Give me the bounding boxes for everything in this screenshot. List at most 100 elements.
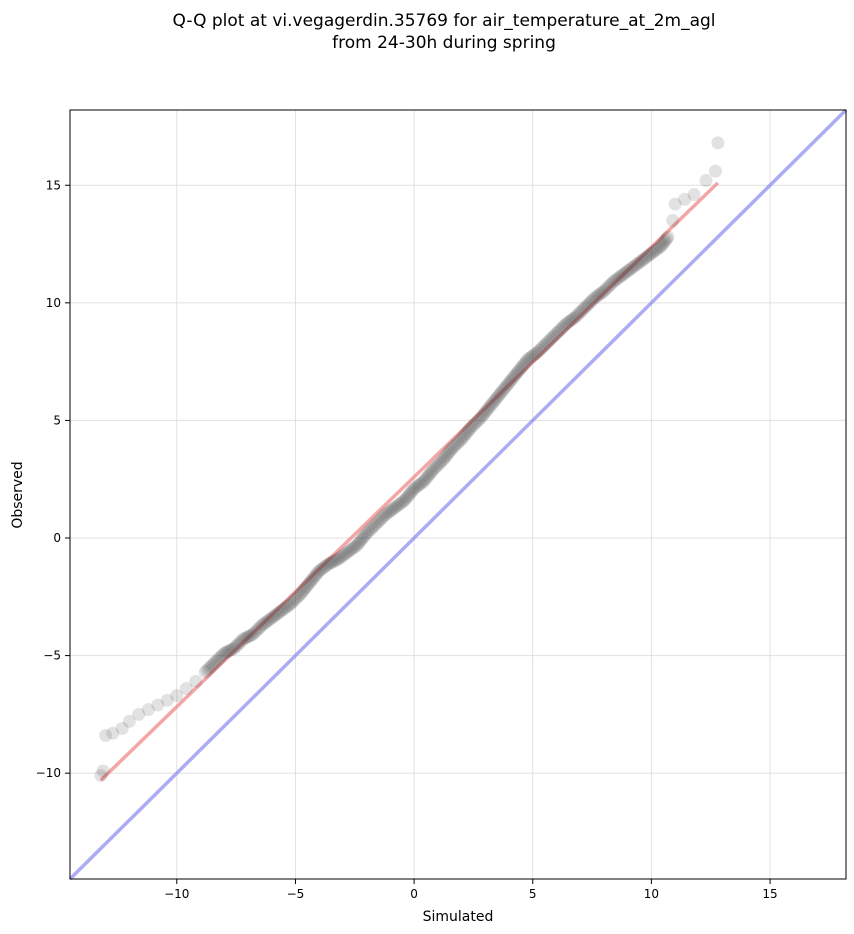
quantile-point [516,358,530,372]
quantile-point [521,352,535,366]
quantile-point [426,463,440,477]
quantile-point [523,351,537,365]
quantile-point [255,618,269,632]
quantile-point [494,386,508,400]
quantile-point [603,278,617,292]
quantile-point [601,280,615,294]
quantile-point [278,601,292,615]
quantile-point [227,642,241,656]
quantile-point [643,248,657,262]
quantile-point [666,214,680,228]
quantile-point [353,534,367,548]
quantile-point [544,332,558,346]
quantile-point [525,349,539,363]
grid [70,110,846,879]
quantile-point [455,432,469,446]
quantile-point [510,366,524,380]
quantile-point [358,528,372,542]
quantile-point [589,290,603,304]
quantile-point [546,330,560,344]
quantile-point [678,192,692,206]
quantile-point [265,611,279,625]
quantile-point [624,262,638,276]
quantile-point [549,326,563,340]
quantile-point [303,576,317,590]
quantile-point [269,608,283,622]
quantile-point [442,446,456,460]
quantile-point [439,449,453,463]
quantile-point [425,465,439,479]
quantile-point [637,252,651,266]
plot-frame [69,109,847,880]
quantile-point [246,627,260,641]
quantile-point [257,617,271,631]
quantile-point [198,665,212,679]
quantile-point [445,442,459,456]
quantile-point [591,288,605,302]
quantile-point [606,275,620,289]
quantile-point [708,164,722,178]
quantile-point [420,471,434,485]
quantile-point [210,654,224,668]
quantile-point [699,174,713,188]
quantile-point [369,517,383,531]
quantile-point [496,384,510,398]
quantile-point [582,297,596,311]
quantile-point [468,417,482,431]
quantile-point [115,721,129,735]
quantile-point [324,556,338,570]
x-axis-label: Simulated [423,909,494,925]
quantile-point [599,282,613,296]
quantile-point [584,295,598,309]
quantile-point [398,493,412,507]
quantile-point [375,511,389,525]
quantile-point [555,321,569,335]
quantile-point [384,503,398,517]
quantile-point [311,566,325,580]
x-axis-ticks: −10 −5 0 5 10 15 [164,879,778,901]
quantile-point [219,645,233,659]
quantile-point [402,488,416,501]
quantile-point [458,428,472,442]
quantile-point [291,589,305,603]
quantile-point [481,401,495,415]
quantile-point [578,301,592,315]
quantile-point [346,541,360,555]
quantile-point [614,269,628,283]
quantile-point [106,726,120,740]
quantile-point [160,693,174,707]
y-tick-label-4: 10 [46,296,61,310]
quantile-point [365,521,379,535]
quantile-point [534,341,548,355]
quantile-point [352,536,366,550]
quantile-point [270,607,284,621]
quantile-point [472,413,486,427]
quantile-point [507,370,521,384]
quantile-point [464,420,478,434]
quantile-point [655,238,669,252]
quantile-point [170,689,184,703]
quantile-point [318,560,332,574]
x-tick-label-5: 15 [762,887,777,901]
quantile-point [616,268,630,282]
quantile-point [348,539,362,553]
quantile-point [304,574,318,588]
quantile-point [327,554,341,568]
quantile-point [654,239,668,253]
quantile-point [360,526,374,540]
quantile-point [280,600,294,614]
quantile-point [574,304,588,318]
quantile-point [462,422,476,436]
quantile-point [263,612,277,626]
quantile-point [436,453,450,467]
quantile-point [200,663,214,677]
quantile-point [206,658,220,672]
quantile-point [415,476,429,490]
quantile-point [644,246,658,260]
quantile-point [635,254,649,268]
quantile-point [612,270,626,284]
quantile-point [248,626,262,640]
quantile-point [355,532,369,546]
quantile-point [399,491,413,505]
